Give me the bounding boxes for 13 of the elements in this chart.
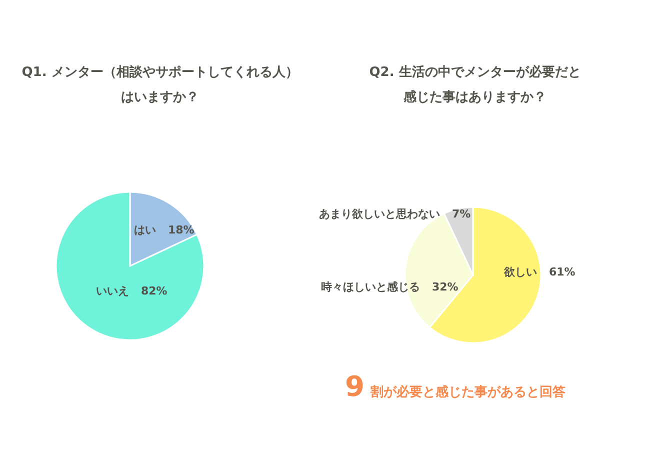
data-label: 32% (432, 280, 458, 294)
data-label: 18% (168, 224, 194, 236)
slice-label: あまり欲しいと思わない (319, 208, 440, 220)
slice-label: 欲しい (503, 266, 537, 278)
data-label: 61% (549, 266, 576, 278)
chart-title: Q2. 生活の中でメンターが必要だと感じた事はありますか？ (368, 64, 582, 107)
slice-label: 時々ほしいと感じる (321, 280, 420, 294)
data-label: 82% (141, 284, 168, 298)
pie-slice (55, 191, 205, 341)
slice-label: いいえ (96, 284, 129, 298)
chart-title: Q1. メンター（相談やサポートしてくれる人）はいますか？ (22, 64, 298, 107)
data-label: 7% (452, 208, 471, 220)
slice-label: はい (134, 224, 156, 236)
